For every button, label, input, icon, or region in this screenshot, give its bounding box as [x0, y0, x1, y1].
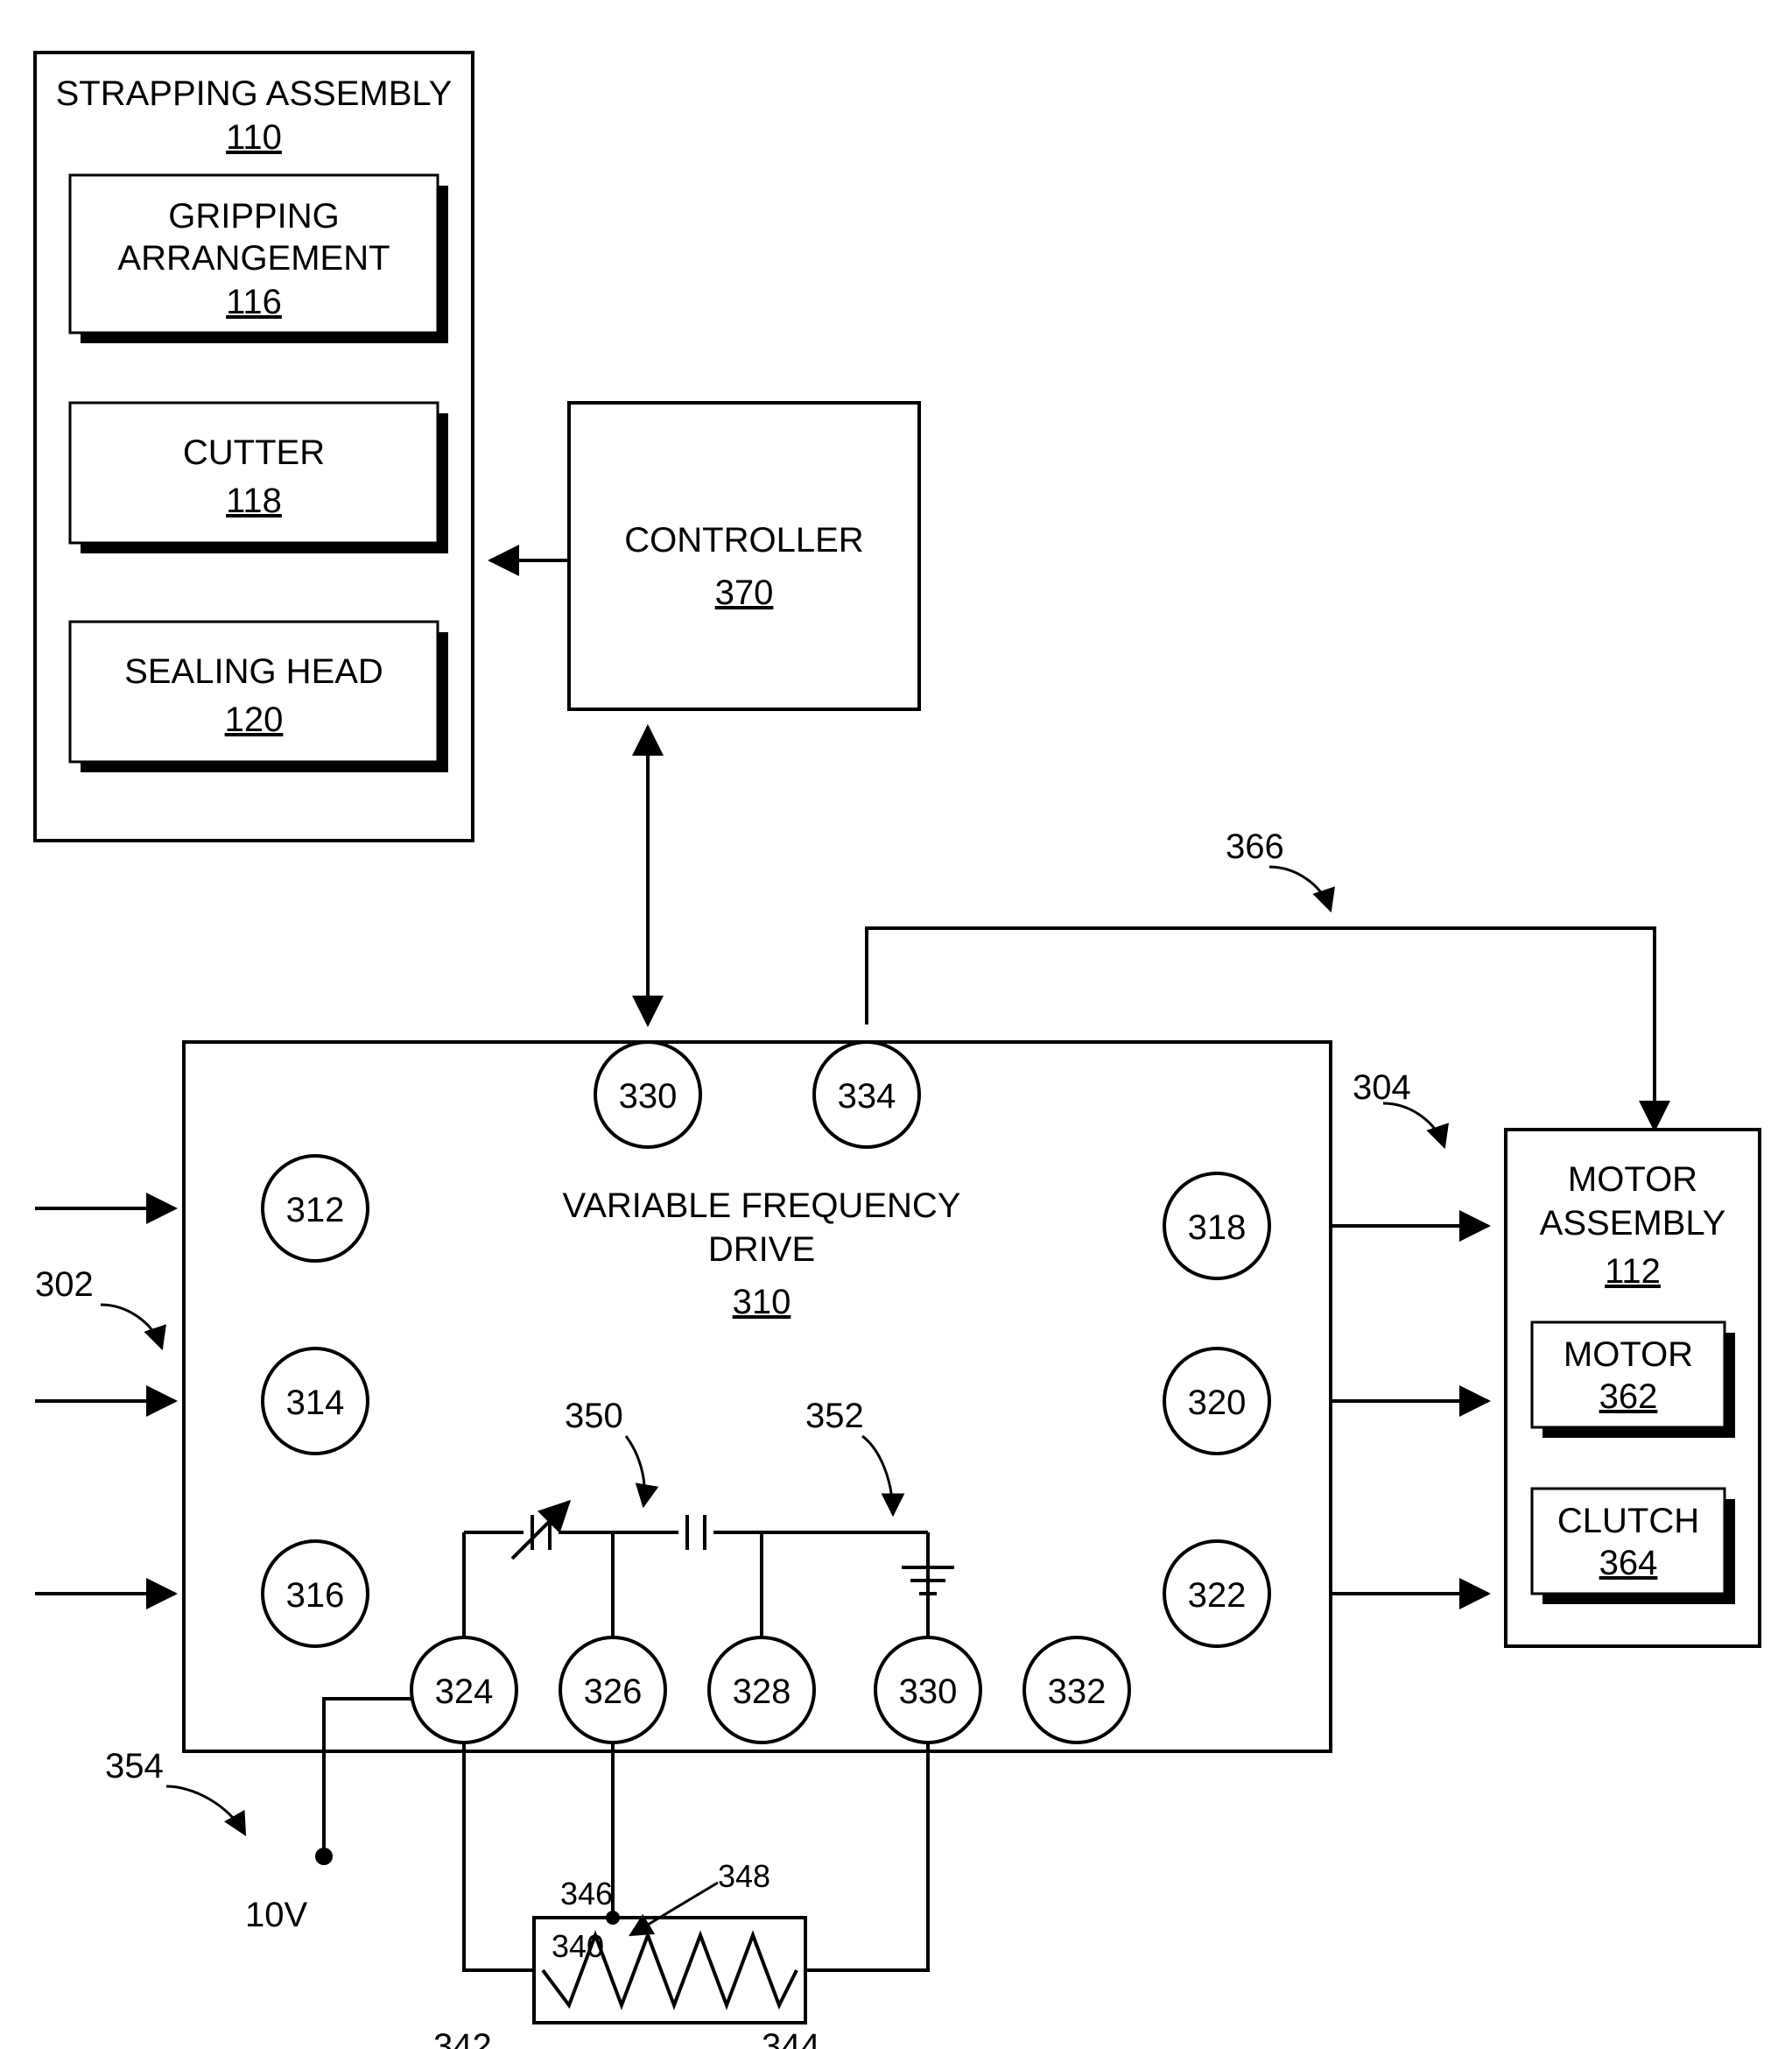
gripping-title-2: ARRANGEMENT	[117, 239, 390, 278]
cutter-ref: 118	[226, 482, 282, 520]
svg-text:312: 312	[286, 1191, 345, 1229]
sealing-ref: 120	[225, 701, 284, 739]
svg-text:330: 330	[899, 1672, 958, 1711]
input-ref: 302	[35, 1265, 94, 1304]
tenv-ref: 354	[105, 1747, 164, 1785]
svg-text:324: 324	[435, 1672, 494, 1711]
feedback-ref: 366	[1226, 827, 1284, 866]
controller-title: CONTROLLER	[624, 521, 863, 560]
cutter-title: CUTTER	[183, 433, 325, 472]
svg-text:ASSEMBLY: ASSEMBLY	[1540, 1204, 1726, 1243]
motor-assembly: MOTOR ASSEMBLY 112 MOTOR 362 CLUTCH 364	[1506, 1130, 1760, 1646]
sealing-title: SEALING HEAD	[124, 652, 383, 691]
gripping-ref: 116	[226, 283, 282, 321]
vfd-ref: 310	[733, 1283, 791, 1321]
vfd-title-1: VARIABLE FREQUENCY	[563, 1186, 961, 1225]
motor-ref: 362	[1599, 1377, 1658, 1416]
controller: CONTROLLER 370	[569, 403, 919, 709]
strapping-assembly: STRAPPING ASSEMBLY 110 GRIPPING ARRANGEM…	[35, 53, 473, 841]
pot-right: 344	[762, 2027, 820, 2049]
svg-text:332: 332	[1048, 1672, 1107, 1711]
power-inputs: 302	[35, 1208, 175, 1594]
svg-text:318: 318	[1188, 1208, 1247, 1247]
pot-left: 342	[433, 2027, 492, 2049]
output-ref: 304	[1353, 1068, 1411, 1107]
motor-asm-ref: 112	[1605, 1252, 1661, 1291]
feedback-ref-lead	[1269, 867, 1331, 911]
vfd-term-top1-lbl: 330	[619, 1077, 678, 1116]
svg-text:314: 314	[286, 1384, 345, 1422]
motor-title: MOTOR	[1564, 1335, 1693, 1374]
strapping-ref: 110	[226, 118, 282, 157]
vfd-title-2: DRIVE	[708, 1230, 815, 1269]
vfd-term-top2-lbl: 334	[838, 1077, 896, 1116]
controller-ref: 370	[715, 574, 774, 612]
svg-text:MOTOR: MOTOR	[1568, 1160, 1697, 1199]
clutch-title: CLUTCH	[1557, 1502, 1699, 1540]
potentiometer: 342 344 340 346 348	[433, 1743, 928, 2049]
gripping-title-1: GRIPPING	[168, 197, 340, 236]
strapping-title: STRAPPING ASSEMBLY	[56, 74, 453, 113]
power-outputs: 304	[1331, 1068, 1488, 1594]
pot-wiper: 346	[560, 1876, 613, 1912]
pot-body: 340	[552, 1928, 604, 1964]
svg-text:320: 320	[1188, 1384, 1247, 1422]
pot-arrow: 348	[718, 1858, 770, 1894]
svg-text:322: 322	[1188, 1576, 1247, 1615]
svg-text:316: 316	[286, 1576, 345, 1615]
svg-text:326: 326	[584, 1672, 643, 1711]
svg-text:328: 328	[733, 1672, 791, 1711]
cap-ref: 350	[565, 1397, 623, 1435]
gnd-ref: 352	[805, 1397, 864, 1435]
clutch-ref: 364	[1599, 1544, 1658, 1582]
tenv-text: 10V	[245, 1896, 307, 1934]
